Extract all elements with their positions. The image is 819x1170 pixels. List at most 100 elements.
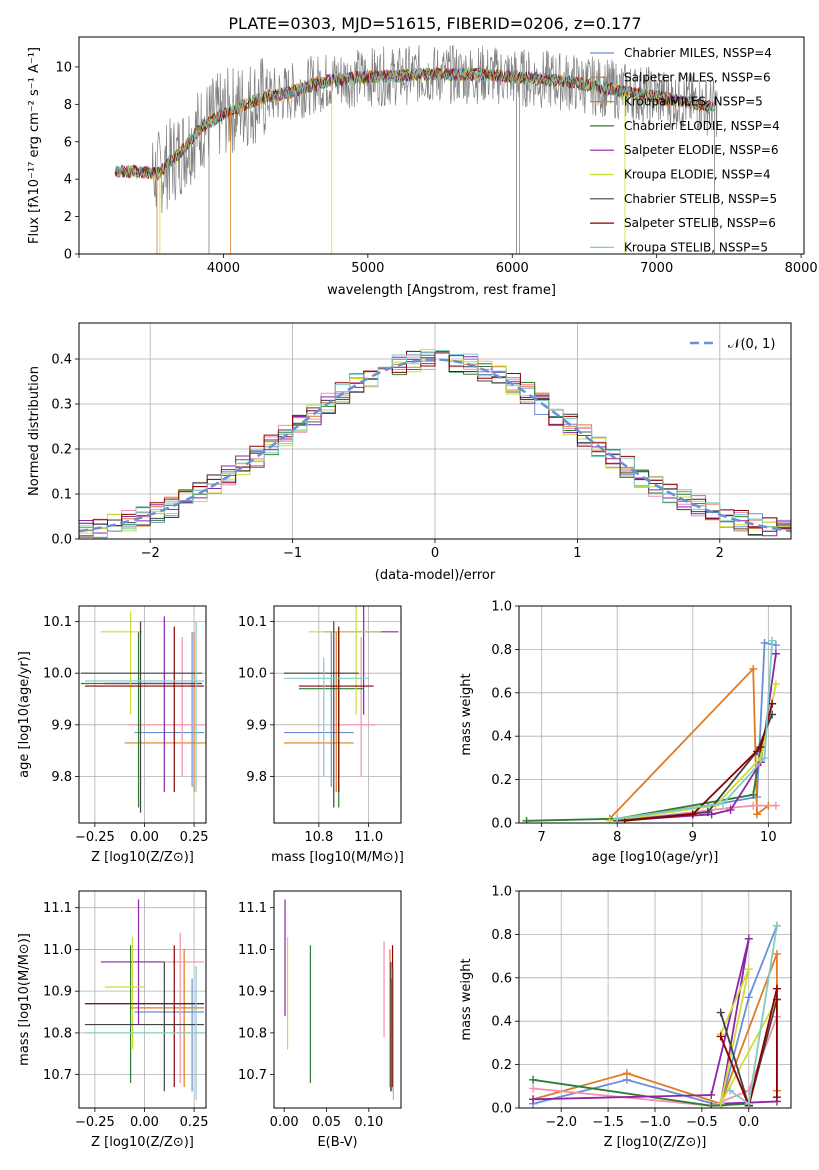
- mass-weight-marker: [768, 699, 777, 708]
- mass-weight-marker: [771, 649, 780, 658]
- y-tick-label: 9.9: [51, 718, 72, 733]
- histogram-step: [79, 350, 791, 537]
- y-tick-label: 0.4: [491, 730, 512, 745]
- mass-weight-marker: [760, 638, 769, 647]
- mass-weight-marker: [622, 1069, 631, 1078]
- axes-frame: [78, 890, 207, 1109]
- mass-weight-marker: [529, 1095, 538, 1104]
- mass-weight-line: [617, 640, 773, 820]
- mass-weight-marker: [613, 814, 622, 823]
- legend-label: Kroupa MILES, NSSP=5: [624, 95, 763, 109]
- axes-frame: [518, 605, 792, 824]
- mass-weight-marker: [605, 816, 614, 823]
- mass-weight-marker: [716, 1008, 725, 1017]
- axes-frame: [518, 890, 792, 1109]
- mass-weight-marker: [771, 641, 780, 650]
- mass-weight-marker: [768, 636, 777, 645]
- spectrum-panel: 4000 5000 6000 7000 8000 0 2 4 6 8 10 wavelength [A…: [27, 36, 818, 298]
- plot-area: [283, 606, 399, 808]
- axes-frame: [273, 605, 402, 824]
- y-tick-label: 11.0: [43, 943, 72, 958]
- x-tick-label: −1: [283, 546, 302, 561]
- mass-weight-marker: [529, 1075, 538, 1084]
- y-tick-label: 0.0: [51, 533, 72, 548]
- y-tick-label: 10.8: [238, 1026, 267, 1041]
- y-tick-label: 1.0: [491, 600, 512, 615]
- mass-weight-line: [609, 666, 769, 820]
- x-tick-label: 7000: [640, 261, 673, 276]
- x-tick-label: −2.0: [545, 1115, 577, 1130]
- legend-label: Salpeter STELIB, NSSP=6: [624, 216, 776, 230]
- x-axis-label: wavelength [Angstrom, rest frame]: [327, 283, 556, 298]
- y-tick-label: 0: [64, 248, 72, 263]
- legend-label: Chabrier MILES, NSSP=4: [624, 46, 772, 60]
- x-tick-label: 8000: [785, 261, 818, 276]
- y-axis-label: mass weight: [459, 673, 474, 755]
- y-tick-label: 8: [64, 98, 72, 113]
- y-tick-label: 11.1: [43, 901, 72, 916]
- mass-weight-line: [719, 988, 778, 1108]
- x-tick-label: −1.0: [639, 1115, 671, 1130]
- mass-weight-marker: [744, 1099, 753, 1108]
- x-tick-label: 1: [573, 546, 581, 561]
- y-tick-label: 10.1: [43, 615, 72, 630]
- y-tick-label: 0.2: [491, 773, 512, 788]
- x-tick-label: 0.0: [738, 1115, 759, 1130]
- y-tick-label: 0.6: [491, 971, 512, 986]
- x-tick-label: 9: [689, 830, 697, 845]
- residual-histogram-panel: −2 −1 0 1 2 0.0 0.1 0.2 0.3 0.4 (data-model)/error…: [27, 322, 792, 583]
- mass-weight-marker: [760, 753, 769, 762]
- mass-weight-marker: [688, 810, 697, 819]
- plot-area: [84, 899, 205, 1100]
- legend: Chabrier MILES, NSSP=4 Salpeter MILES, NS…: [590, 46, 780, 254]
- plot-area: [529, 921, 781, 1108]
- x-tick-label: −0.5: [686, 1115, 718, 1130]
- legend-label: Salpeter MILES, NSSP=6: [624, 70, 771, 84]
- y-tick-label: 11.1: [238, 901, 267, 916]
- legend-label: 𝒩(0, 1): [728, 337, 775, 352]
- mass-vs-extinction-panel: 0.00 0.05 0.10 10.7 10.8 10.9 11.0 11.1 E(B-V): [238, 890, 402, 1150]
- mass-weight-line: [719, 968, 778, 1105]
- x-tick-label: 11.0: [354, 830, 383, 845]
- y-tick-label: 1.0: [491, 885, 512, 900]
- y-axis-label: mass weight: [459, 958, 474, 1040]
- y-tick-label: 10.0: [238, 667, 267, 682]
- mass-weight-marker: [703, 808, 712, 817]
- mass-weight-marker: [529, 1084, 538, 1093]
- x-tick-label: 8: [613, 830, 621, 845]
- mass-weight-line: [617, 804, 776, 822]
- x-tick-label: 10: [760, 830, 777, 845]
- x-tick-label: 7: [538, 830, 546, 845]
- x-tick-label: 0: [431, 546, 439, 561]
- y-axis-label: Normed distribution: [27, 366, 42, 496]
- mass-weight-marker: [707, 1090, 716, 1099]
- legend-label: Salpeter ELODIE, NSSP=6: [624, 143, 779, 157]
- y-tick-label: 9.9: [246, 718, 267, 733]
- x-axis-label: mass [log10(M/M⊙)]: [271, 850, 404, 865]
- x-axis-label: age [log10(age/yr)]: [592, 850, 719, 865]
- legend-label: Chabrier STELIB, NSSP=5: [624, 192, 777, 206]
- x-axis-label: Z [log10(Z/Z⊙)]: [91, 1135, 194, 1150]
- mass-weight-marker: [719, 799, 727, 808]
- legend-label: Kroupa STELIB, NSSP=5: [624, 240, 768, 254]
- x-tick-label: 0.00: [130, 830, 159, 845]
- mass-weight-marker: [744, 965, 753, 974]
- mass-weight-marker: [772, 921, 781, 930]
- legend-label: Chabrier ELODIE, NSSP=4: [624, 119, 780, 133]
- x-tick-label: 0.05: [312, 1115, 341, 1130]
- y-tick-label: 6: [64, 135, 72, 150]
- x-axis-label: (data-model)/error: [375, 568, 496, 583]
- mass-weight-marker: [726, 1086, 735, 1095]
- y-tick-label: 10: [55, 60, 72, 75]
- y-tick-label: 9.8: [246, 770, 267, 785]
- x-axis-label: Z [log10(Z/Z⊙)]: [91, 850, 194, 865]
- x-tick-label: −2: [141, 546, 160, 561]
- mass-weight-vs-age-panel: 7 8 9 10 0.0 0.2 0.4 0.6 0.8 1.0 age [log10(age/yr…: [459, 600, 792, 865]
- x-tick-label: 0.00: [270, 1115, 299, 1130]
- x-tick-label: −0.25: [75, 1115, 115, 1130]
- mass-weight-marker: [771, 801, 780, 810]
- y-tick-label: 0.2: [51, 443, 72, 458]
- mass-weight-marker: [716, 1099, 725, 1108]
- y-tick-label: 10.9: [43, 985, 72, 1000]
